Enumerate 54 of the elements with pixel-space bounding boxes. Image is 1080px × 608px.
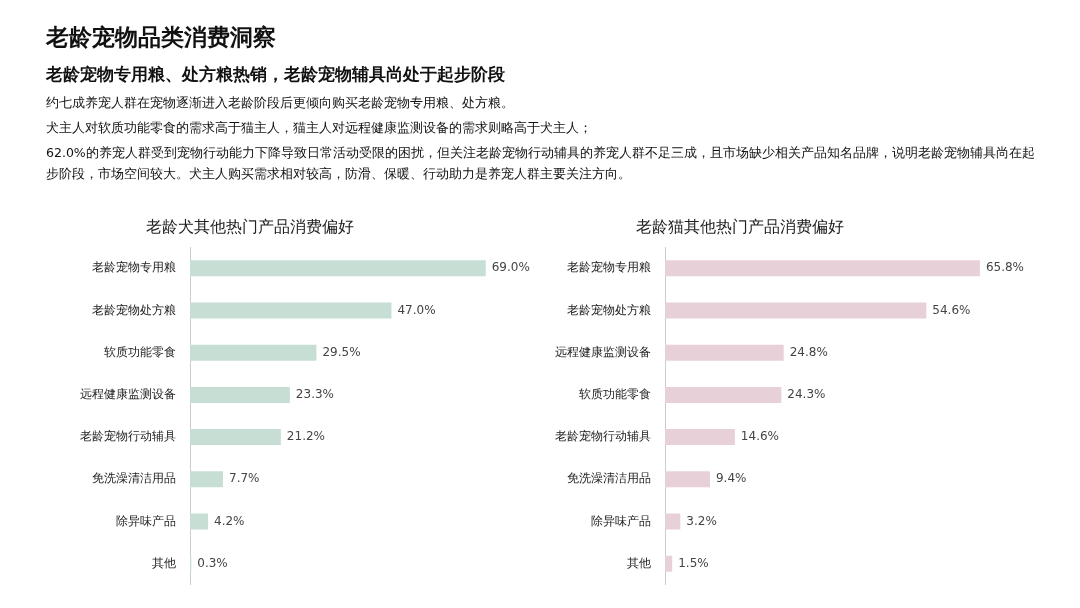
y-tick-label: 其他 <box>152 555 176 570</box>
data-label: 24.8% <box>789 344 828 359</box>
bar <box>665 344 784 361</box>
y-tick-label: 老龄宠物专用粮 <box>567 260 651 275</box>
bar <box>665 471 710 488</box>
y-tick-label: 远程健康监测设备 <box>80 387 176 402</box>
y-tick-label: 软质功能零食 <box>104 344 176 359</box>
bar <box>665 513 681 530</box>
bar <box>665 429 735 446</box>
y-tick-label: 免洗澡清洁用品 <box>567 471 651 486</box>
data-label: 9.4% <box>715 471 747 486</box>
bar <box>665 260 980 277</box>
data-label: 23.3% <box>295 387 334 402</box>
data-label: 54.6% <box>932 302 971 317</box>
data-label: 14.6% <box>740 429 779 444</box>
text: 犬主人对软质功能零食的需求高于猫主人，猫主人对远程健康监测设备的需求则略高于犬主人； <box>46 119 593 137</box>
data-label: 4.2% <box>214 513 245 528</box>
bar <box>190 386 290 403</box>
text: 老龄宠物品类消费洞察 <box>46 23 277 52</box>
bar <box>190 513 208 530</box>
text: 老龄宠物专用粮、处方粮热销，老龄宠物辅具尚处于起步阶段 <box>46 63 506 86</box>
bar <box>190 344 317 361</box>
bar <box>665 302 927 319</box>
chart-title: 老龄犬其他热门产品消费偏好 <box>146 216 354 236</box>
bar <box>190 429 281 446</box>
y-tick-label: 除异味产品 <box>591 513 651 528</box>
data-label: 7.7% <box>229 471 260 486</box>
data-label: 1.5% <box>678 555 709 570</box>
y-tick-label: 免洗澡清洁用品 <box>92 471 176 486</box>
data-label: 3.2% <box>686 513 717 528</box>
y-tick-label: 老龄宠物处方粮 <box>567 302 651 317</box>
y-tick-label: 老龄宠物处方粮 <box>92 302 176 317</box>
chart-title: 老龄猫其他热门产品消费偏好 <box>636 216 844 236</box>
y-tick-label: 远程健康监测设备 <box>555 344 651 359</box>
data-label: 24.3% <box>787 387 826 402</box>
text: 约七成养宠人群在宠物逐渐进入老龄阶段后更倾向购买老龄宠物专用粮、处方粮。 <box>46 94 515 112</box>
bar <box>665 555 673 572</box>
data-label: 65.8% <box>985 260 1025 275</box>
bar <box>665 386 782 403</box>
bar <box>190 260 486 277</box>
y-tick-label: 老龄宠物行动辅具 <box>80 429 176 444</box>
data-label: 47.0% <box>397 302 436 317</box>
y-tick-label: 老龄宠物专用粮 <box>92 260 176 275</box>
bar <box>190 302 392 319</box>
text: 62.0%的养宠人群受到宠物行动能力下降导致日常活动受限的困扰，但关注老龄宠物行动辅具的养宠人群不足三成，且市场缺少相关产品知名品牌，说明老龄宠物辅具尚在起步阶段，市场空间较大。犬主人购买需求相对较高，防滑、保暖、行动助力是养宠人群主要关注方向。 <box>46 144 1036 183</box>
y-tick-label: 其他 <box>627 555 651 570</box>
y-tick-label: 除异味产品 <box>116 513 176 528</box>
data-label: 0.3% <box>197 555 228 570</box>
y-tick-label: 老龄宠物行动辅具 <box>555 429 651 444</box>
y-tick-label: 软质功能零食 <box>579 387 651 402</box>
bar <box>190 471 223 488</box>
data-label: 29.5% <box>322 344 361 359</box>
data-label: 21.2% <box>286 429 325 444</box>
data-label: 69.0% <box>491 260 530 275</box>
